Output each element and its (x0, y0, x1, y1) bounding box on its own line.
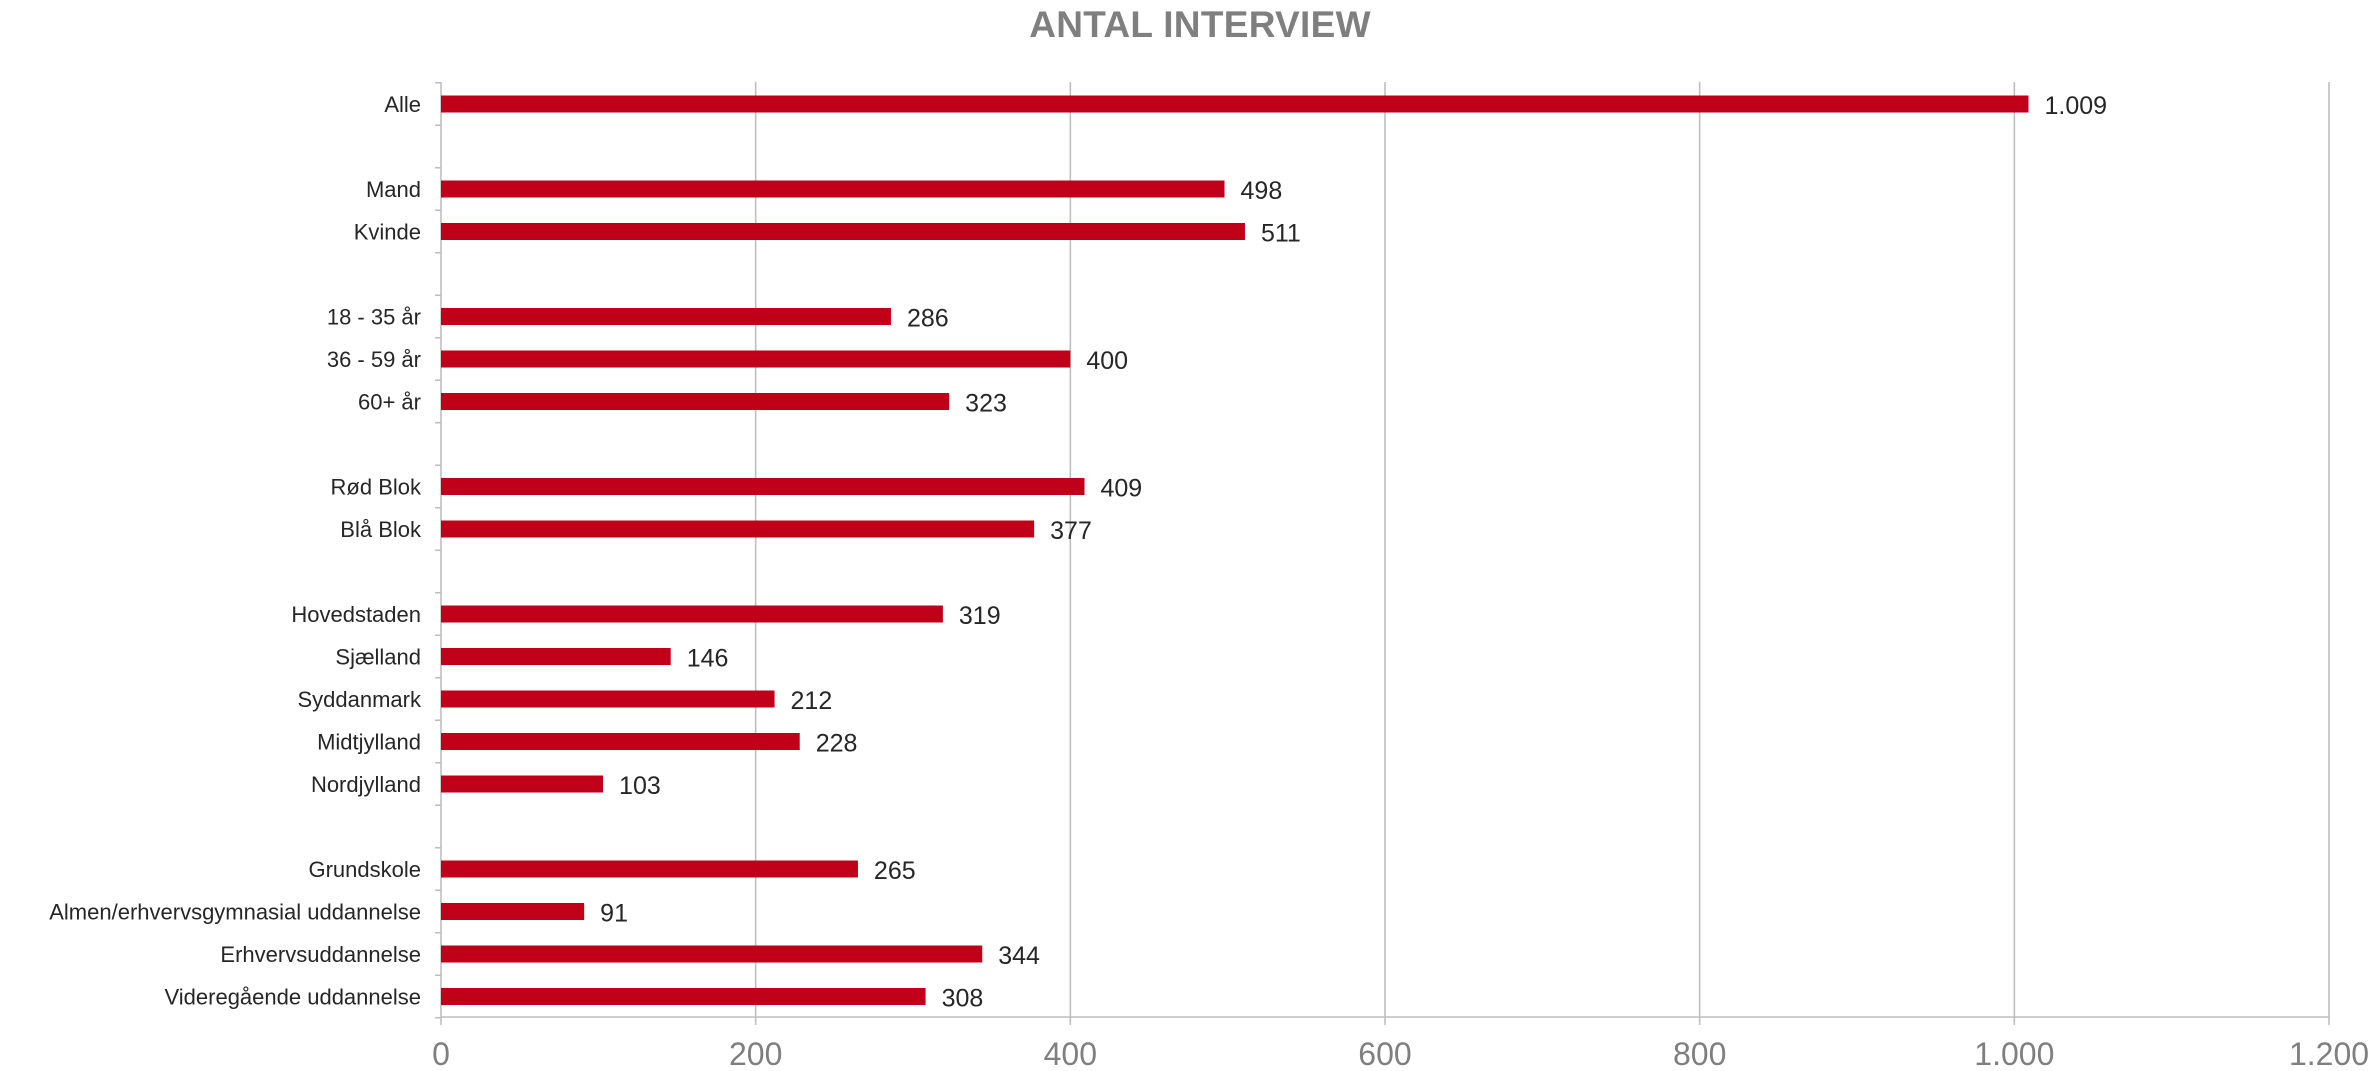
category-label: Mand (366, 177, 421, 202)
data-label: 91 (600, 900, 628, 928)
bar (441, 690, 775, 708)
data-label: 511 (1261, 220, 1301, 248)
category-label: Videregående uddannelse (165, 985, 422, 1010)
x-tick-label: 0 (432, 1036, 450, 1071)
bar (441, 860, 858, 878)
data-label: 323 (965, 390, 1007, 418)
bar (441, 605, 943, 623)
bar (441, 520, 1035, 538)
data-label: 146 (687, 645, 729, 673)
category-label: Rød Blok (331, 475, 422, 500)
category-label: 36 - 59 år (327, 347, 421, 372)
data-label: 265 (874, 857, 916, 885)
category-label: Blå Blok (340, 517, 422, 542)
category-label: Midtjylland (317, 730, 421, 755)
data-label: 344 (998, 942, 1040, 970)
category-label: Grundskole (308, 857, 421, 882)
data-label: 103 (619, 772, 661, 800)
data-label: 1.009 (2044, 92, 2107, 120)
bar (441, 903, 585, 920)
bar (441, 648, 671, 665)
x-tick-label: 1.000 (1974, 1036, 2054, 1071)
x-tick-label: 400 (1044, 1036, 1097, 1071)
category-label: Nordjylland (311, 772, 421, 797)
category-label: Erhvervsuddannelse (220, 942, 421, 967)
bar (441, 945, 983, 963)
chart-title: ANTAL INTERVIEW (1029, 4, 1371, 45)
bar (441, 733, 800, 750)
data-label: 228 (816, 730, 858, 758)
x-tick-label: 800 (1673, 1036, 1726, 1071)
category-label: Sjælland (335, 645, 421, 670)
data-label: 409 (1100, 475, 1142, 503)
x-tick-label: 600 (1358, 1036, 1411, 1071)
bar (441, 988, 926, 1005)
category-label: 60+ år (358, 390, 421, 415)
x-tick-label: 1.200 (2289, 1036, 2369, 1071)
bar (441, 223, 1245, 240)
data-label: 498 (1241, 177, 1283, 205)
x-tick-label: 200 (729, 1036, 782, 1071)
category-label: Alle (384, 92, 421, 117)
category-label: Hovedstaden (291, 602, 421, 627)
bar (441, 350, 1071, 368)
data-label: 400 (1086, 347, 1128, 375)
data-label: 319 (959, 602, 1001, 630)
bar (441, 180, 1225, 198)
category-label: Almen/erhvervsgymnasial uddannelse (49, 900, 421, 925)
category-label: 18 - 35 år (327, 305, 421, 330)
data-label: 308 (942, 985, 984, 1013)
category-label: Syddanmark (297, 687, 422, 712)
data-label: 377 (1050, 517, 1092, 545)
bar (441, 308, 891, 325)
bar (441, 478, 1085, 495)
category-label: Kvinde (354, 220, 421, 245)
bar (441, 775, 604, 793)
data-label: 212 (791, 687, 833, 715)
data-label: 286 (907, 305, 949, 333)
bar (441, 393, 950, 410)
bar (441, 95, 2029, 113)
